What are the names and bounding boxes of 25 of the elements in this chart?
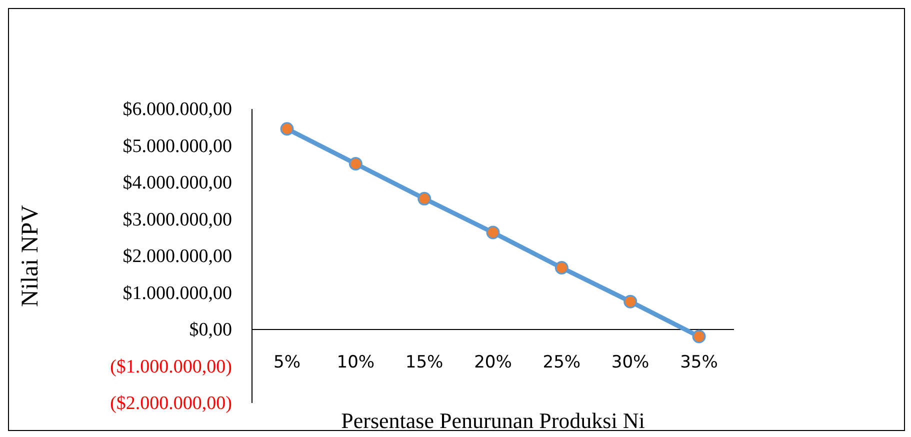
y-tick-label: $1.000.000,00 <box>122 282 232 304</box>
point <box>418 192 432 206</box>
y-tick-label: ($2.000.000,00) <box>110 393 232 414</box>
y-axis-title: Nilai NPV <box>18 204 44 307</box>
point <box>554 261 568 275</box>
point <box>348 157 362 171</box>
y-tick-label: $2.000.000,00 <box>122 246 232 267</box>
y-tick-label: $5.000.000,00 <box>122 136 232 157</box>
point <box>692 330 706 344</box>
x-axis-title: Persentase Penurunan Produksi Ni <box>341 408 645 433</box>
x-tick-label: 20% <box>474 352 512 372</box>
y-tick-label: $4.000.000,00 <box>122 172 232 194</box>
x-tick-label: 35% <box>680 352 718 372</box>
x-tick-label: 30% <box>611 352 650 372</box>
x-tick-label: 10% <box>336 352 375 372</box>
point <box>624 294 638 308</box>
y-tick-label: $6.000.000,00 <box>122 99 232 120</box>
x-tick-label: 25% <box>542 352 581 372</box>
point <box>486 226 500 240</box>
point <box>280 122 294 136</box>
y-tick-label: $0,00 <box>189 320 232 340</box>
x-tick-label: 5% <box>274 352 300 372</box>
y-tick-label: $3.000.000,00 <box>122 209 232 230</box>
y-tick-label: ($1.000.000,00) <box>110 356 232 378</box>
x-tick-label: 15% <box>405 352 444 372</box>
